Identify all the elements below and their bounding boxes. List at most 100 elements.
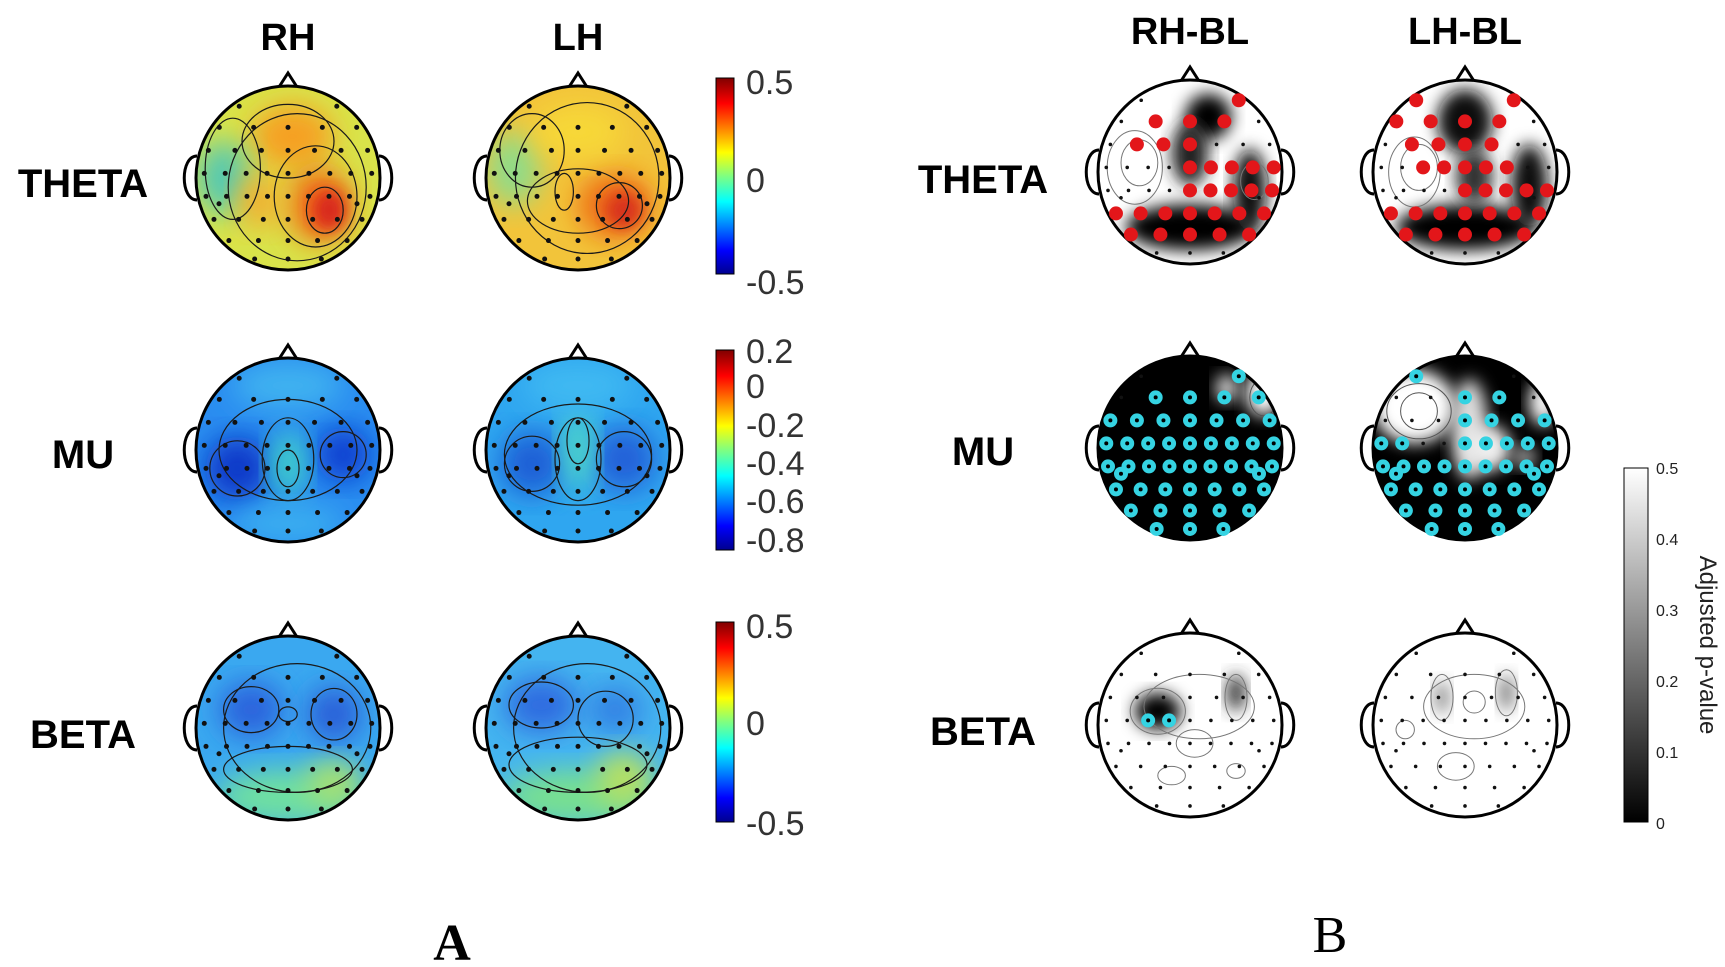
electrode-dot: [1463, 785, 1467, 790]
electrode-dot: [624, 653, 630, 659]
electrode-center: [1138, 487, 1143, 492]
electrode-dot: [1249, 741, 1254, 746]
electrode-dot: [285, 510, 291, 516]
electrode-dot: [243, 170, 249, 176]
electrode-dot: [365, 419, 371, 425]
significant-electrode: [1389, 114, 1404, 129]
electrode-dot: [236, 375, 242, 381]
electrode-dot: [624, 216, 630, 222]
electrode-dot: [305, 743, 311, 749]
electrode-dot: [305, 465, 311, 471]
significant-electrode: [1148, 114, 1163, 129]
colorbar-pvalue-tick: 0.4: [1656, 532, 1678, 549]
electrode-dot: [542, 806, 548, 812]
significant-electrode: [1266, 160, 1281, 175]
contour-line: [273, 145, 358, 248]
electrode-dot: [1463, 718, 1467, 723]
electrode-center: [1525, 441, 1530, 446]
electrode-center: [1433, 508, 1438, 513]
electrode-dot: [595, 465, 601, 471]
panel-letter-b: B: [1313, 907, 1348, 964]
significant-electrode: [1404, 137, 1419, 152]
electrode-dot: [306, 170, 312, 176]
electrode-dot: [1257, 195, 1261, 200]
electrode-center: [1247, 508, 1252, 513]
electrode-dot: [244, 743, 250, 749]
electrode-center: [1108, 418, 1113, 423]
electrode-dot: [596, 170, 602, 176]
electrode-dot: [1487, 764, 1492, 769]
electrode-dot: [1262, 764, 1266, 769]
nose-icon: [1454, 64, 1476, 82]
electrode-center: [1463, 487, 1467, 492]
electrode-dot: [608, 528, 614, 534]
significant-electrode: [1156, 137, 1171, 152]
colorbar-pvalue-tick: 0.1: [1656, 745, 1678, 762]
electrode-dot: [644, 124, 650, 130]
electrode-dot: [369, 170, 375, 176]
electrode-dot: [495, 147, 501, 153]
electrode-dot: [312, 147, 318, 153]
electrode-dot: [326, 743, 332, 749]
electrode-dot: [236, 653, 242, 659]
electrode-dot: [1188, 764, 1192, 769]
electrode-center: [1463, 464, 1467, 469]
electrode-center: [1229, 441, 1234, 446]
electrode-dot: [1229, 741, 1233, 746]
electrode-center: [1125, 441, 1130, 446]
electrode-dot: [1442, 188, 1447, 193]
significant-electrode: [1224, 160, 1239, 175]
significant-electrode: [1133, 206, 1148, 221]
electrode-dot: [222, 720, 228, 726]
nose-icon: [567, 342, 589, 360]
electrode-dot: [354, 396, 360, 402]
electrode-dot: [548, 419, 554, 425]
electrode-dot: [319, 124, 325, 130]
contour-line: [222, 685, 280, 734]
electrode-dot: [649, 766, 655, 772]
electrode-dot: [512, 442, 518, 448]
electrode-center: [1381, 464, 1386, 469]
electrode-dot: [1379, 165, 1384, 170]
electrode-center: [1504, 441, 1509, 446]
nose-icon: [1179, 64, 1201, 82]
activation-region: [237, 173, 284, 229]
electrode-dot: [1436, 695, 1441, 700]
electrode-dot: [1250, 718, 1255, 723]
electrode-dot: [1463, 695, 1467, 700]
electrode-dot: [514, 193, 520, 199]
electrode-dot: [1119, 195, 1123, 200]
electrode-dot: [334, 216, 340, 222]
left-ear-icon: [1084, 701, 1100, 749]
significant-electrode: [1383, 206, 1398, 221]
significant-electrode: [1539, 183, 1554, 198]
electrode-dot: [634, 788, 640, 794]
contour-line: [1436, 752, 1475, 781]
electrode-dot: [319, 396, 325, 402]
electrode-center: [1388, 487, 1393, 492]
colorbar-pvalue-tick: 0: [1656, 816, 1665, 833]
electrode-dot: [310, 488, 316, 494]
electrode-dot: [605, 238, 611, 244]
electrode-dot: [522, 697, 528, 703]
electrode-dot: [608, 256, 614, 262]
contour-line: [204, 117, 261, 221]
significant-electrode: [1458, 160, 1472, 175]
electrode-center: [1522, 508, 1527, 513]
electrode-dot: [506, 473, 512, 479]
significant-electrode: [1458, 206, 1472, 221]
electrode-dot: [1537, 764, 1541, 769]
electrode-dot: [367, 193, 373, 199]
electrode-dot: [1394, 195, 1398, 200]
electrode-dot: [659, 170, 665, 176]
significant-electrode: [1532, 206, 1547, 221]
colorbar-beta-tick: 0: [746, 705, 765, 743]
electrode-dot: [258, 697, 264, 703]
electrode-dot: [318, 806, 324, 812]
left-ear-icon: [1359, 701, 1375, 749]
electrode-dot: [1442, 441, 1446, 446]
electrode-dot: [285, 396, 291, 402]
electrode-dot: [1126, 741, 1131, 746]
electrode-dot: [264, 170, 270, 176]
electrode-dot: [232, 147, 238, 153]
